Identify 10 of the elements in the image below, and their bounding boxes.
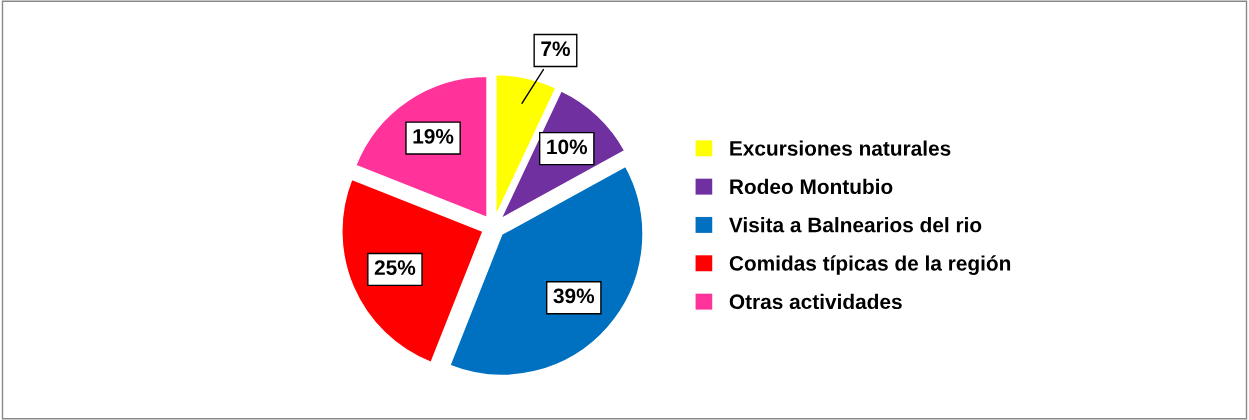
data-label: 39% [553, 288, 595, 304]
legend-label: Rodeo Montubio [730, 178, 893, 195]
legend-label: Visita a Balnearios del rio [729, 217, 982, 233]
data-label: 10% [547, 139, 588, 155]
data-label: 25% [374, 260, 416, 275]
legend-label: Otras actividades [729, 293, 902, 310]
legend-label: Comidas típicas de la región [729, 255, 1011, 275]
data-label: 19% [413, 128, 454, 144]
legend-label: Excursiones naturales [730, 140, 951, 156]
data-label: 7% [541, 41, 570, 57]
